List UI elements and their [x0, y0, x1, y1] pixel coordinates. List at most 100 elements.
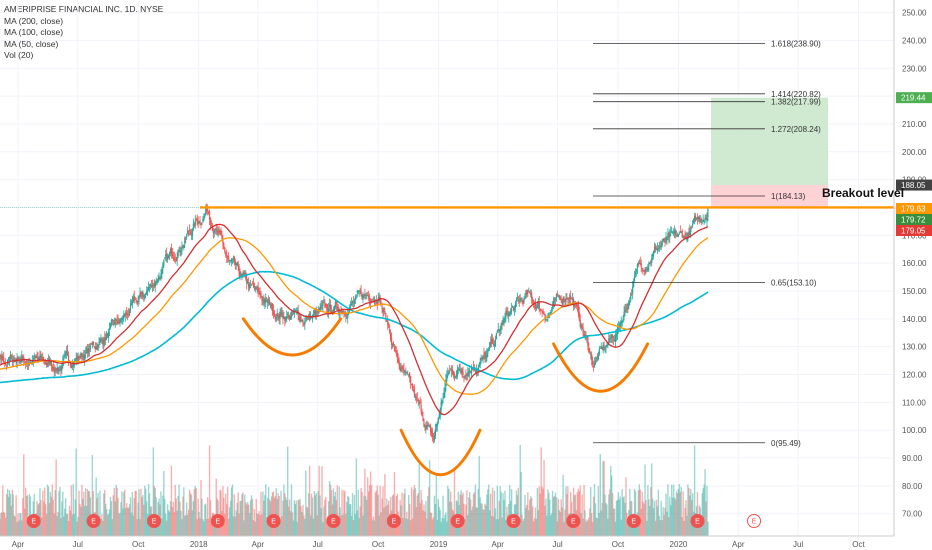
volume-bar — [584, 510, 586, 536]
candle-body — [523, 297, 525, 303]
candle-body — [551, 309, 553, 311]
volume-bar — [624, 502, 626, 536]
volume-bar — [64, 498, 67, 536]
volume-bar — [601, 502, 603, 536]
volume-bar — [134, 490, 136, 536]
candle-body — [625, 308, 627, 310]
candle-body — [696, 217, 699, 220]
volume-bar — [375, 490, 378, 536]
candle-body — [69, 363, 72, 366]
volume-bar — [607, 518, 609, 536]
candle-body — [608, 338, 610, 344]
candle-body — [220, 230, 222, 236]
candle-body — [240, 274, 242, 277]
candle-body — [583, 334, 585, 336]
candle-body — [292, 312, 295, 314]
volume-bar — [638, 484, 641, 536]
chart-legend: AMERIPRISE FINANCIAL INC, 1D, NYSE MA (2… — [4, 4, 163, 62]
candle-body — [303, 322, 305, 324]
candle-body — [536, 305, 538, 308]
volume-bar — [62, 491, 64, 536]
volume-bar — [539, 493, 541, 536]
candle-body — [680, 231, 682, 234]
position-zones — [711, 97, 828, 209]
volume-bar — [603, 460, 605, 536]
candle-body — [648, 262, 650, 267]
volume-bar — [581, 494, 583, 536]
volume-bar — [531, 506, 534, 536]
volume-bar — [411, 518, 414, 536]
volume-bar — [703, 484, 705, 536]
candle-body — [575, 304, 578, 306]
volume-bar — [13, 515, 15, 536]
volume-bar — [31, 519, 34, 536]
volume-bar — [498, 500, 500, 536]
volume-bar — [701, 493, 703, 536]
volume-bar — [371, 519, 374, 536]
candle-body — [270, 304, 273, 307]
volume-bar — [255, 498, 257, 536]
candle-body — [423, 421, 425, 427]
candle-body — [289, 316, 291, 319]
volume-bar — [674, 499, 677, 536]
earnings-marker — [26, 514, 41, 528]
volume-bar — [655, 499, 658, 536]
candle-body — [10, 354, 12, 359]
volume-bar — [379, 485, 381, 536]
volume-bar — [72, 484, 75, 536]
candle-body — [427, 425, 429, 427]
volume-bar — [293, 500, 296, 536]
volume-bar — [564, 509, 566, 536]
candle-body — [76, 357, 78, 360]
volume-bar — [472, 493, 475, 536]
volume-bar — [165, 520, 168, 536]
candle-body — [539, 308, 541, 311]
candle-body — [383, 311, 385, 312]
candle-body — [315, 311, 317, 317]
volume-bar — [70, 485, 73, 536]
candle-body — [125, 312, 127, 316]
candle-body — [591, 353, 593, 361]
volume-bar — [253, 509, 256, 536]
volume-bar — [136, 518, 138, 536]
candle-body — [299, 318, 301, 321]
candle-body — [617, 326, 619, 330]
volume-bar — [614, 521, 617, 536]
candle-body — [582, 327, 584, 333]
volume-bar — [8, 489, 11, 536]
candle-body — [204, 214, 206, 217]
volume-bar — [144, 485, 146, 536]
candle-body — [418, 402, 420, 404]
candle-body — [410, 376, 412, 384]
volume-bar — [185, 514, 187, 536]
candle-body — [434, 428, 437, 437]
candle-body — [200, 223, 202, 225]
candle-body — [17, 357, 19, 362]
volume-bar — [266, 517, 268, 536]
candle-body — [589, 352, 591, 354]
candle-body — [420, 404, 422, 412]
candle-body — [677, 234, 679, 237]
candle-body — [636, 264, 639, 269]
volume-bar — [596, 518, 599, 536]
candle-body — [250, 284, 253, 285]
volume-bar — [482, 509, 484, 536]
candle-body — [347, 313, 349, 318]
volume-bar — [448, 501, 451, 536]
candle-body — [529, 291, 531, 293]
volume-bar — [673, 497, 676, 536]
candle-body — [113, 320, 115, 325]
volume-bar — [492, 516, 495, 536]
candle-body — [603, 344, 605, 348]
volume-bar — [610, 466, 612, 536]
candle-body — [57, 367, 59, 371]
candle-body — [639, 262, 641, 264]
candle-body — [560, 298, 562, 301]
volume-bar — [251, 498, 254, 536]
candle-body — [391, 344, 394, 346]
volume-bar — [507, 514, 509, 536]
volume-bar — [616, 499, 619, 536]
candle-body — [688, 231, 690, 237]
y-tick-label: 240.00 — [902, 36, 927, 45]
